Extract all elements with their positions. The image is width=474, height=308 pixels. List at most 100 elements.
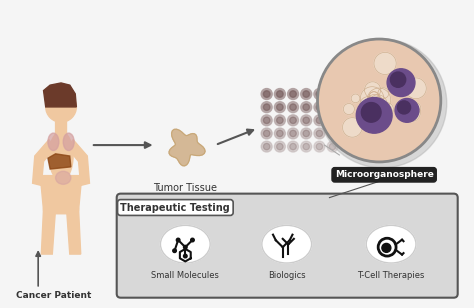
Circle shape: [395, 99, 419, 122]
Circle shape: [314, 102, 325, 113]
Text: Biologics: Biologics: [268, 271, 306, 280]
Circle shape: [365, 82, 381, 98]
Circle shape: [274, 89, 285, 99]
Circle shape: [351, 94, 360, 103]
Ellipse shape: [49, 132, 73, 180]
Polygon shape: [41, 208, 55, 254]
Circle shape: [369, 92, 378, 101]
Circle shape: [316, 143, 323, 150]
Text: Small Molecules: Small Molecules: [151, 271, 219, 280]
Ellipse shape: [55, 171, 71, 184]
Circle shape: [318, 39, 441, 162]
Circle shape: [405, 78, 426, 99]
Circle shape: [329, 143, 336, 150]
Polygon shape: [48, 154, 71, 169]
Circle shape: [173, 249, 176, 253]
Polygon shape: [68, 140, 90, 185]
Circle shape: [316, 130, 323, 137]
Polygon shape: [169, 129, 205, 166]
Circle shape: [343, 103, 355, 115]
Circle shape: [276, 104, 283, 111]
Circle shape: [301, 89, 312, 99]
Ellipse shape: [262, 225, 311, 263]
Circle shape: [360, 87, 384, 110]
Circle shape: [261, 115, 272, 126]
Circle shape: [316, 104, 323, 111]
Circle shape: [382, 243, 391, 252]
Circle shape: [329, 91, 336, 97]
Circle shape: [361, 103, 381, 122]
Circle shape: [387, 69, 415, 96]
Circle shape: [290, 117, 296, 124]
Circle shape: [288, 128, 299, 139]
Text: Microorganosphere: Microorganosphere: [335, 170, 434, 179]
Circle shape: [274, 102, 285, 113]
Text: Tumor Tissue: Tumor Tissue: [153, 183, 217, 193]
Circle shape: [368, 95, 387, 114]
Circle shape: [378, 88, 389, 99]
Circle shape: [264, 130, 270, 137]
Text: Therapeutic Testing: Therapeutic Testing: [120, 203, 230, 213]
Circle shape: [369, 92, 379, 102]
Circle shape: [264, 117, 270, 124]
Circle shape: [290, 91, 296, 97]
Circle shape: [264, 91, 270, 97]
Circle shape: [329, 104, 336, 111]
Circle shape: [367, 94, 383, 110]
Circle shape: [276, 117, 283, 124]
Circle shape: [261, 128, 272, 139]
Circle shape: [261, 102, 272, 113]
Circle shape: [290, 143, 296, 150]
Circle shape: [191, 238, 194, 242]
Circle shape: [327, 102, 338, 113]
Circle shape: [301, 128, 312, 139]
FancyBboxPatch shape: [117, 194, 458, 298]
Circle shape: [360, 96, 377, 114]
Ellipse shape: [48, 133, 59, 151]
Circle shape: [343, 118, 362, 137]
Circle shape: [276, 130, 283, 137]
Circle shape: [318, 39, 447, 168]
Circle shape: [301, 115, 312, 126]
Circle shape: [376, 103, 392, 120]
Circle shape: [303, 130, 310, 137]
Circle shape: [314, 115, 325, 126]
Circle shape: [264, 104, 270, 111]
Circle shape: [303, 117, 310, 124]
Circle shape: [290, 130, 296, 137]
Circle shape: [176, 238, 180, 242]
Polygon shape: [40, 176, 82, 214]
Circle shape: [301, 102, 312, 113]
Circle shape: [288, 141, 299, 152]
Circle shape: [303, 91, 310, 97]
Circle shape: [183, 245, 187, 249]
Polygon shape: [44, 83, 76, 107]
Circle shape: [303, 104, 310, 111]
Circle shape: [356, 98, 392, 133]
Circle shape: [367, 88, 391, 111]
Circle shape: [264, 143, 270, 150]
Circle shape: [329, 117, 336, 124]
Ellipse shape: [366, 225, 416, 263]
Circle shape: [274, 128, 285, 139]
Circle shape: [261, 89, 272, 99]
FancyBboxPatch shape: [55, 120, 66, 135]
Circle shape: [46, 92, 76, 122]
Circle shape: [409, 102, 421, 114]
Text: Cancer Patient: Cancer Patient: [16, 291, 91, 300]
Ellipse shape: [161, 225, 210, 263]
Circle shape: [290, 104, 296, 111]
Circle shape: [314, 141, 325, 152]
Circle shape: [329, 130, 336, 137]
Circle shape: [327, 89, 338, 99]
Circle shape: [288, 89, 299, 99]
Circle shape: [303, 143, 310, 150]
Polygon shape: [33, 140, 55, 185]
Circle shape: [403, 104, 420, 122]
Circle shape: [276, 143, 283, 150]
Circle shape: [316, 117, 323, 124]
Circle shape: [274, 115, 285, 126]
Circle shape: [327, 115, 338, 126]
Circle shape: [314, 89, 325, 99]
Ellipse shape: [63, 133, 74, 151]
